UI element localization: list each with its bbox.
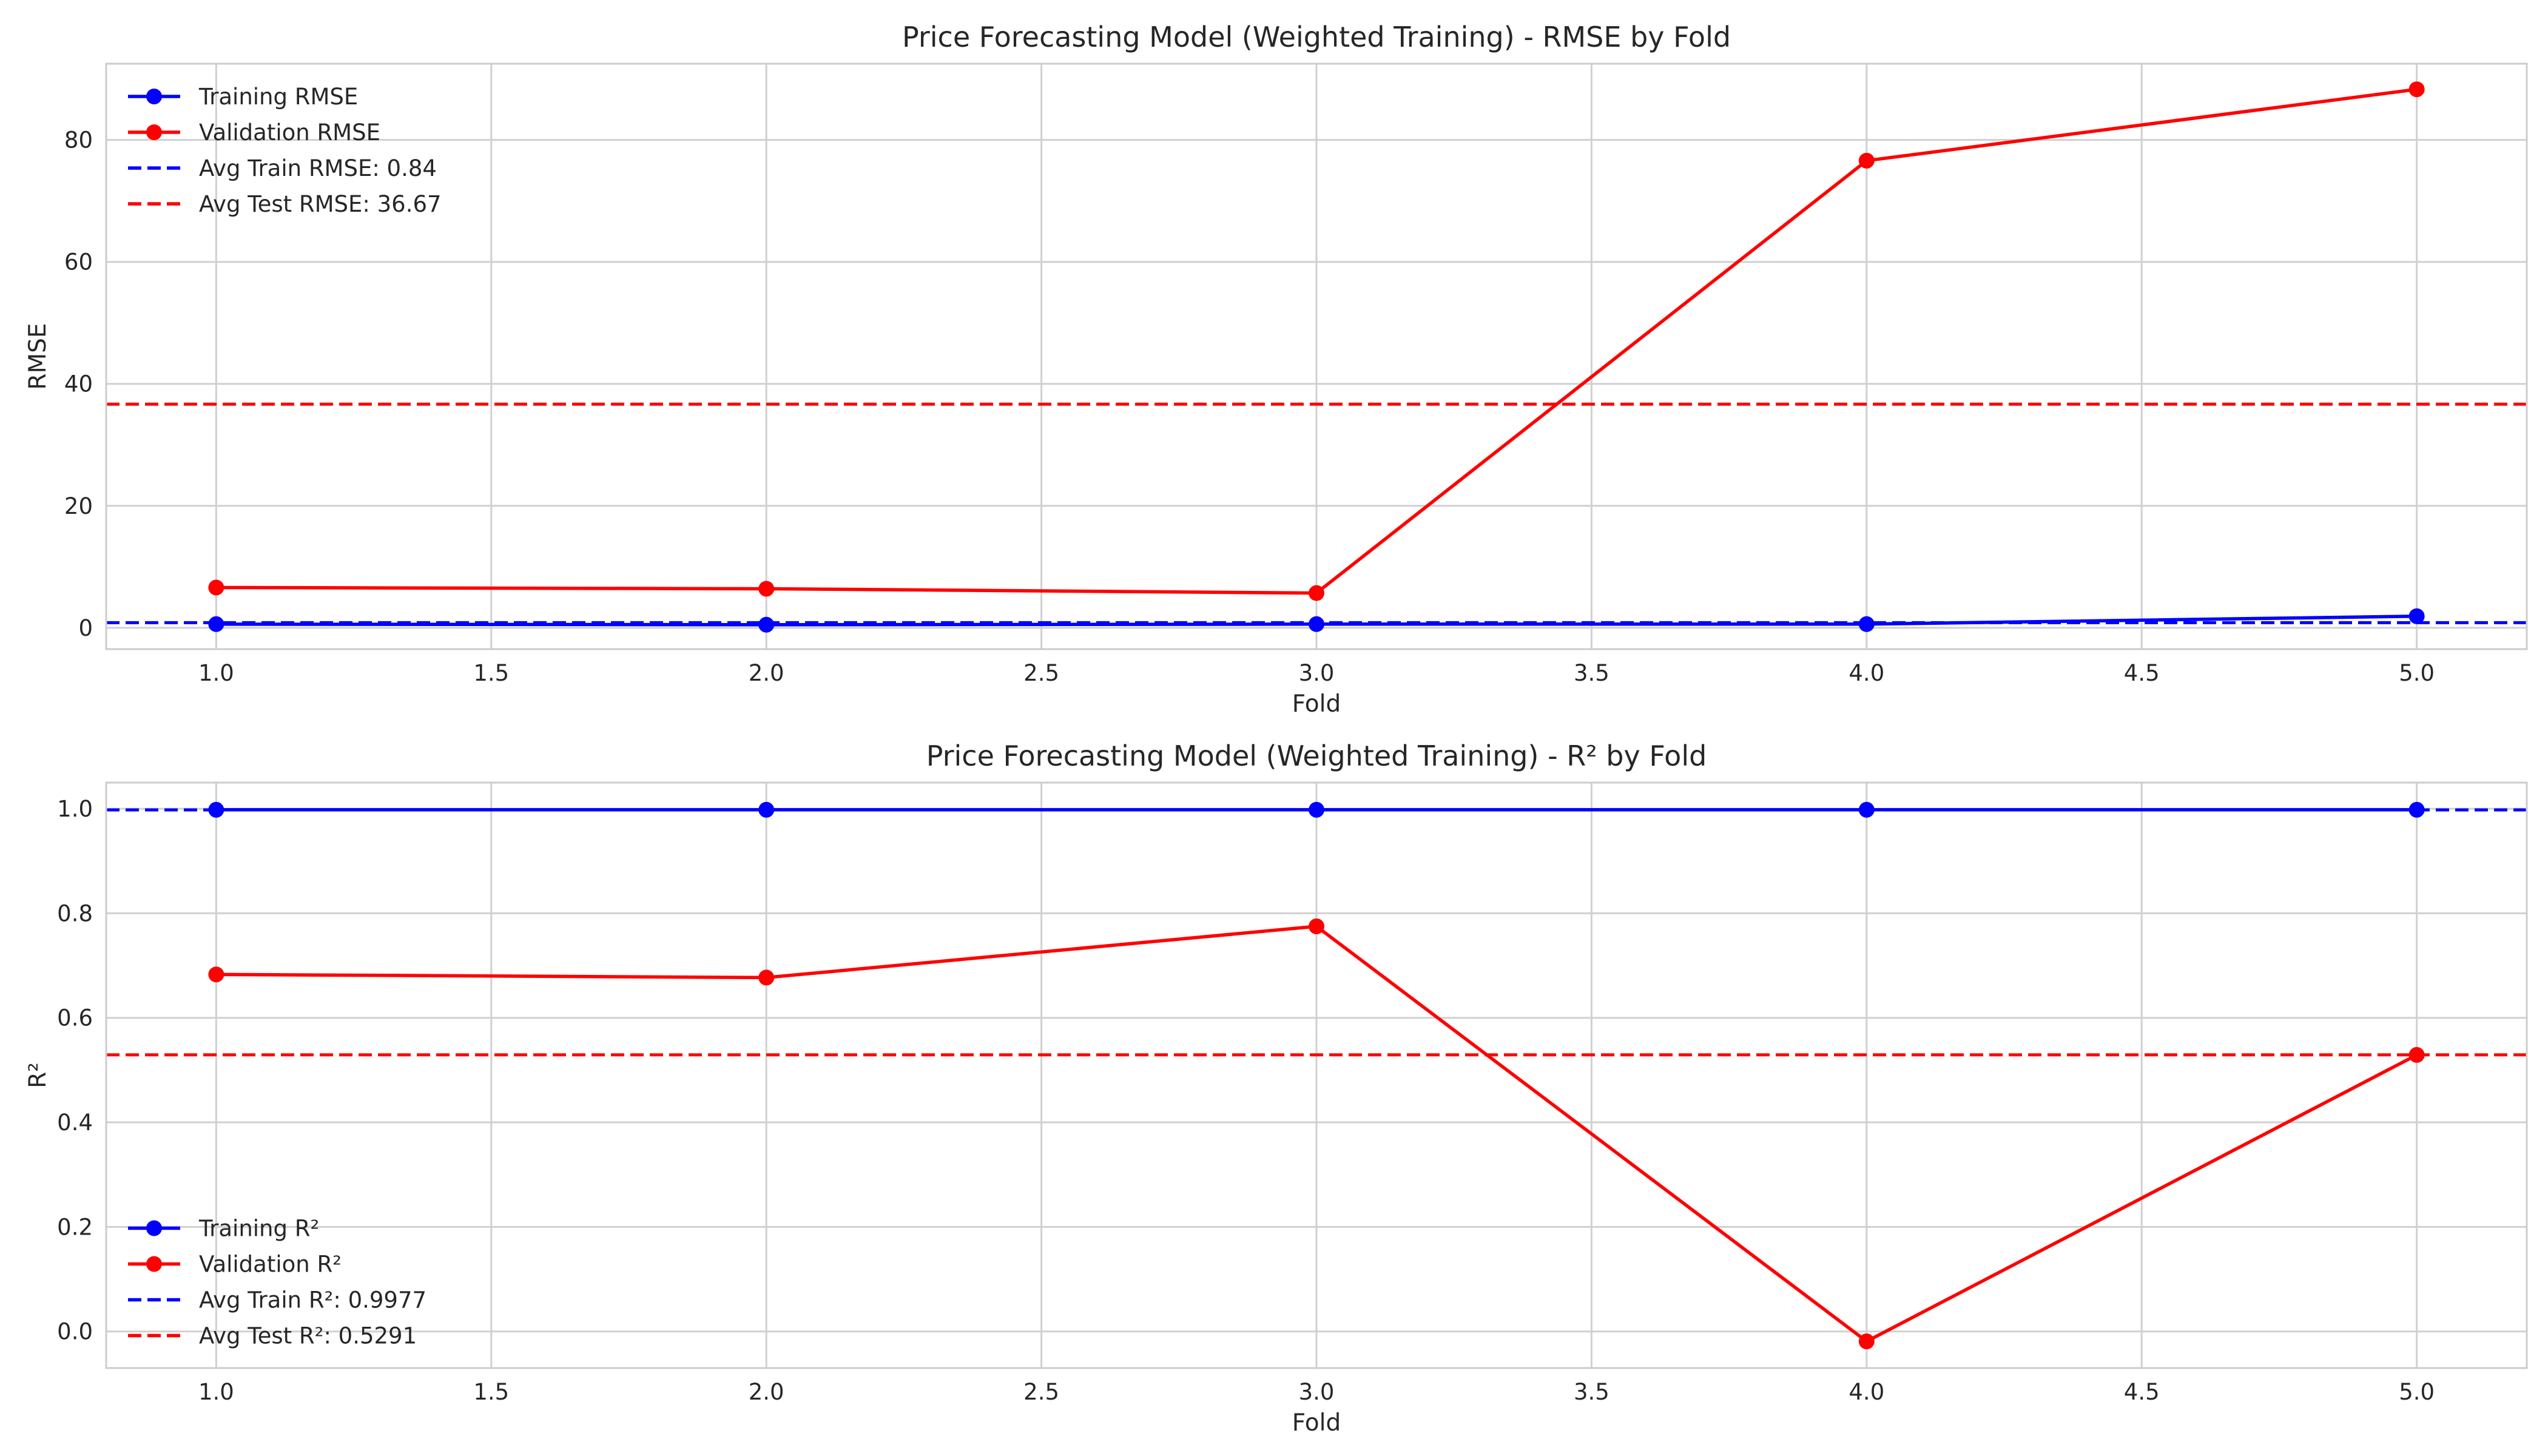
data-point [758, 616, 775, 633]
x-tick-label: 3.5 [1574, 1379, 1609, 1405]
legend-label: Avg Test R²: 0.5291 [199, 1323, 417, 1349]
x-tick-label: 2.0 [749, 660, 784, 686]
legend-label: Training RMSE [198, 84, 358, 110]
x-tick-label: 5.0 [2399, 660, 2435, 686]
chart-title: Price Forecasting Model (Weighted Traini… [926, 740, 1707, 772]
legend-label: Avg Train R²: 0.9977 [199, 1287, 426, 1313]
y-tick-label: 0 [78, 615, 93, 641]
plot-frame [105, 62, 2528, 650]
legend-item: Avg Train R²: 0.9977 [128, 1287, 426, 1313]
data-point [208, 616, 224, 632]
data-point [1309, 801, 1324, 818]
y-tick-label: 0.0 [57, 1319, 93, 1345]
plot-frame [105, 781, 2528, 1369]
data-point [758, 801, 775, 818]
y-axis-label: RMSE [24, 323, 52, 389]
x-axis-label: Fold [1292, 690, 1341, 718]
legend-item: Avg Test R²: 0.5291 [128, 1323, 417, 1349]
legend-label: Avg Test RMSE: 36.67 [199, 191, 442, 217]
x-axis-label: Fold [1292, 1409, 1341, 1437]
x-tick-label: 4.5 [2124, 660, 2160, 686]
legend-marker [146, 124, 162, 140]
data-point [1309, 918, 1324, 934]
data-point [208, 579, 224, 596]
y-tick-label: 0.4 [57, 1110, 93, 1136]
data-layer [106, 801, 2527, 1350]
x-tick-label: 5.0 [2399, 1379, 2435, 1405]
data-point [1858, 152, 1875, 169]
legend-label: Training R² [198, 1216, 319, 1242]
chart-panel-2: 1.0 1.5 2.0 2.5 3.0 3.5 4.0 4.5 5.0 0.0 0.2 0.4 0.6 0… [24, 740, 2528, 1437]
y-tick-label: 0.6 [57, 1005, 93, 1031]
y-axis-label: R² [24, 1062, 52, 1088]
data-point [2408, 1046, 2425, 1063]
data-point [208, 966, 224, 983]
legend-marker [146, 1256, 162, 1272]
legend-item: Training R² [128, 1216, 319, 1242]
y-tick-label: 0.2 [57, 1214, 93, 1240]
legend: Training RMSE Validation RMSE Avg Train RM… [128, 84, 442, 217]
x-tick-label: 3.0 [1299, 660, 1335, 686]
data-point [1858, 616, 1875, 632]
x-tick-label: 2.5 [1023, 660, 1059, 686]
y-tick-label: 80 [64, 127, 93, 153]
x-tick-label: 1.5 [473, 660, 509, 686]
y-tick-label: 0.8 [57, 900, 93, 926]
data-point [1309, 585, 1324, 601]
legend-item: Avg Train RMSE: 0.84 [128, 155, 437, 181]
x-tick-label: 4.5 [2124, 1379, 2160, 1405]
y-tick-label: 60 [64, 249, 93, 275]
legend-label: Avg Train RMSE: 0.84 [199, 155, 437, 181]
legend-item: Validation RMSE [128, 120, 380, 146]
legend-label: Validation RMSE [199, 120, 380, 146]
x-tick-label: 3.0 [1299, 1379, 1335, 1405]
x-tick-label: 2.0 [749, 1379, 784, 1405]
x-tick-label: 1.5 [473, 1379, 509, 1405]
data-point [758, 581, 775, 597]
chart-title: Price Forecasting Model (Weighted Traini… [902, 21, 1731, 53]
y-tick-label: 20 [64, 493, 93, 519]
legend-marker [146, 1220, 162, 1236]
data-point [758, 969, 775, 986]
legend-item: Validation R² [128, 1252, 342, 1278]
data-point [2408, 801, 2425, 818]
x-tick-label: 1.0 [198, 660, 234, 686]
x-tick-label: 4.0 [1849, 1379, 1884, 1405]
data-point [208, 801, 224, 818]
y-tick-label: 40 [64, 371, 93, 397]
x-tick-label: 4.0 [1849, 660, 1884, 686]
legend: Training R² Validation R² Avg Train R²: 0.… [128, 1216, 426, 1349]
data-point [2408, 608, 2425, 624]
y-tick-label: 1.0 [57, 796, 93, 822]
legend-item: Avg Test RMSE: 36.67 [128, 191, 442, 217]
data-point [1858, 1333, 1875, 1350]
x-tick-label: 2.5 [1023, 1379, 1059, 1405]
data-point [1309, 616, 1324, 632]
x-tick-label: 1.0 [198, 1379, 234, 1405]
data-layer [106, 81, 2527, 633]
chart-panel-1: 1.0 1.5 2.0 2.5 3.0 3.5 4.0 4.5 5.0 0 20 40 60 80 Pric… [24, 21, 2528, 718]
data-point [2408, 81, 2425, 98]
legend-item: Training RMSE [128, 84, 358, 110]
x-tick-label: 3.5 [1574, 660, 1609, 686]
legend-marker [146, 89, 162, 104]
legend-label: Validation R² [199, 1252, 342, 1278]
data-point [1858, 801, 1875, 818]
